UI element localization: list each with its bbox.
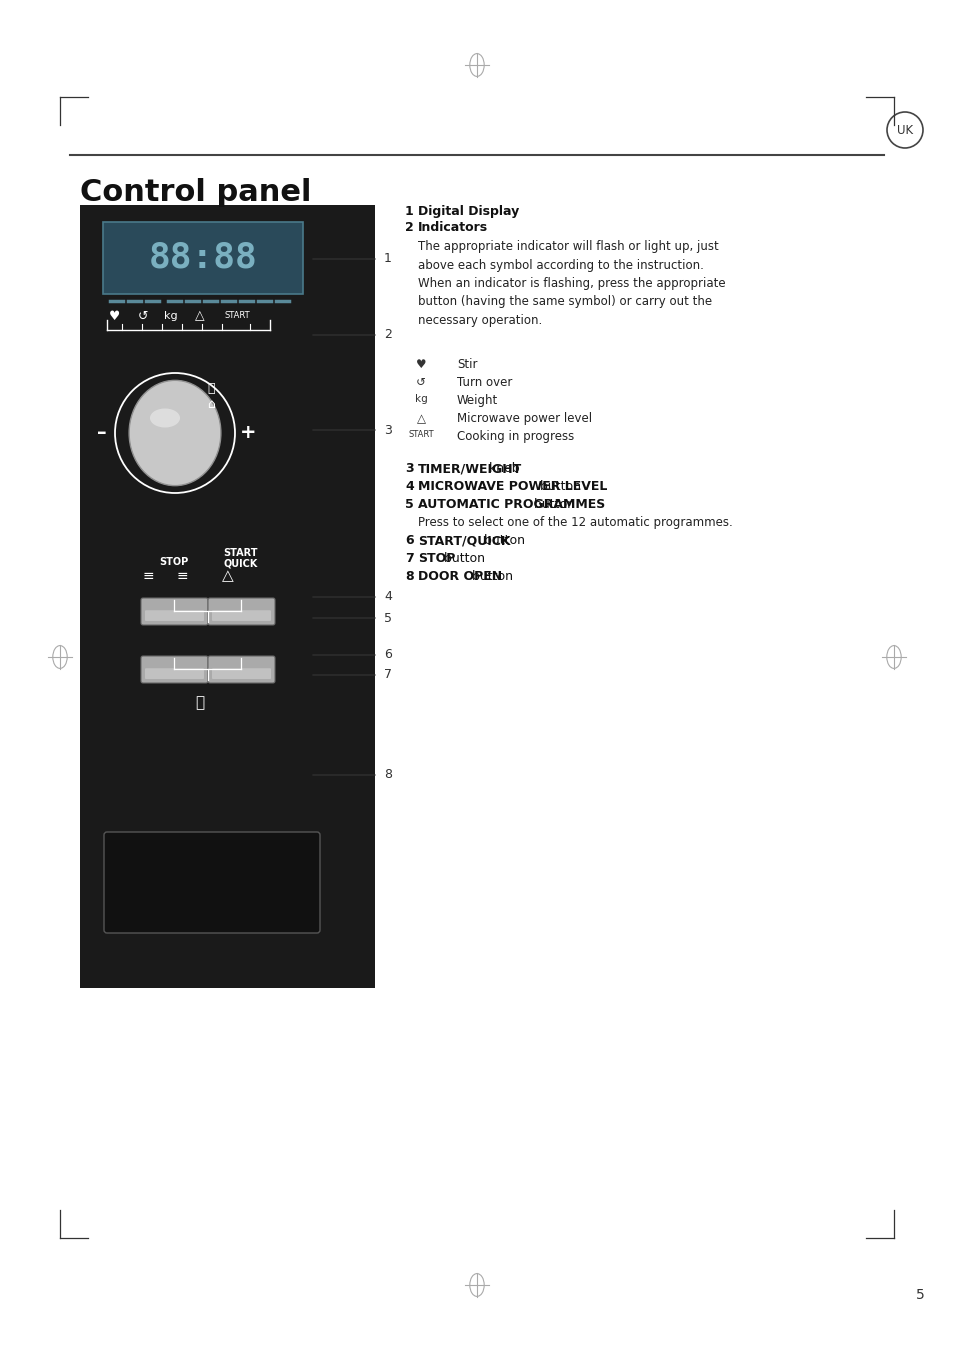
Text: Press to select one of the 12 automatic programmes.: Press to select one of the 12 automatic … (417, 516, 732, 530)
Text: UK: UK (896, 123, 912, 136)
Text: 6: 6 (405, 534, 414, 547)
Text: △: △ (416, 412, 425, 426)
Text: Digital Display: Digital Display (417, 205, 518, 218)
Text: kg: kg (164, 311, 177, 322)
Text: START: START (408, 430, 434, 439)
Text: START: START (224, 549, 258, 558)
Text: DOOR OPEN: DOOR OPEN (417, 570, 501, 584)
Text: 6: 6 (384, 648, 392, 662)
FancyBboxPatch shape (141, 598, 208, 626)
Text: +: + (239, 423, 256, 443)
FancyBboxPatch shape (103, 222, 303, 295)
Text: button: button (535, 480, 580, 493)
Text: 88:88: 88:88 (149, 240, 257, 276)
Text: kg: kg (415, 394, 427, 404)
Text: 2: 2 (405, 222, 414, 234)
FancyBboxPatch shape (104, 832, 319, 934)
FancyBboxPatch shape (80, 205, 375, 988)
Text: AUTOMATIC PROGRAMMES: AUTOMATIC PROGRAMMES (417, 499, 604, 511)
Text: ⏰: ⏰ (207, 382, 214, 396)
Text: ≡: ≡ (176, 569, 188, 584)
Text: △: △ (195, 309, 205, 323)
Text: TIMER/WEIGHT: TIMER/WEIGHT (417, 462, 521, 476)
FancyBboxPatch shape (145, 611, 204, 621)
FancyBboxPatch shape (212, 611, 271, 621)
Text: button: button (479, 534, 524, 547)
FancyBboxPatch shape (208, 598, 274, 626)
Text: 5: 5 (384, 612, 392, 624)
Text: ⚿: ⚿ (195, 696, 204, 711)
Text: 7: 7 (405, 553, 414, 565)
FancyBboxPatch shape (141, 657, 208, 684)
Text: ↺: ↺ (416, 376, 425, 389)
Text: Stir: Stir (456, 358, 477, 372)
Text: The appropriate indicator will flash or light up, just
above each symbol accordi: The appropriate indicator will flash or … (417, 240, 725, 327)
Text: QUICK: QUICK (224, 558, 258, 567)
Text: Turn over: Turn over (456, 376, 512, 389)
Ellipse shape (150, 408, 180, 427)
Text: STOP: STOP (159, 557, 189, 567)
Text: 7: 7 (384, 669, 392, 681)
Text: Microwave power level: Microwave power level (456, 412, 592, 426)
Ellipse shape (129, 381, 221, 485)
Text: △: △ (222, 569, 233, 584)
Text: 3: 3 (384, 423, 392, 436)
Text: ♥: ♥ (110, 309, 120, 323)
Text: STOP: STOP (417, 553, 455, 565)
Text: 5: 5 (405, 499, 414, 511)
Text: MICROWAVE POWER LEVEL: MICROWAVE POWER LEVEL (417, 480, 607, 493)
Text: –: – (97, 423, 107, 443)
Text: 5: 5 (915, 1288, 923, 1302)
Text: Cooking in progress: Cooking in progress (456, 430, 574, 443)
Text: button: button (468, 570, 513, 584)
Text: 4: 4 (405, 480, 414, 493)
Text: 4: 4 (384, 590, 392, 604)
Text: ⌂: ⌂ (207, 399, 214, 412)
Text: button: button (440, 553, 485, 565)
Text: ↺: ↺ (137, 309, 148, 323)
FancyBboxPatch shape (208, 657, 274, 684)
Text: 8: 8 (384, 769, 392, 781)
Text: ≡: ≡ (142, 569, 153, 584)
Text: START: START (224, 312, 250, 320)
Text: 2: 2 (384, 328, 392, 342)
Text: 1: 1 (384, 253, 392, 266)
Text: knob: knob (485, 462, 519, 476)
Text: Indicators: Indicators (417, 222, 488, 234)
FancyBboxPatch shape (212, 669, 271, 680)
FancyBboxPatch shape (145, 669, 204, 680)
Text: Control panel: Control panel (80, 178, 312, 207)
Text: 8: 8 (405, 570, 414, 584)
Text: Weight: Weight (456, 394, 497, 407)
Text: 1: 1 (405, 205, 414, 218)
Text: 3: 3 (405, 462, 414, 476)
Text: ♥: ♥ (416, 358, 426, 372)
Text: button: button (530, 499, 575, 511)
Text: START/QUICK: START/QUICK (417, 534, 510, 547)
